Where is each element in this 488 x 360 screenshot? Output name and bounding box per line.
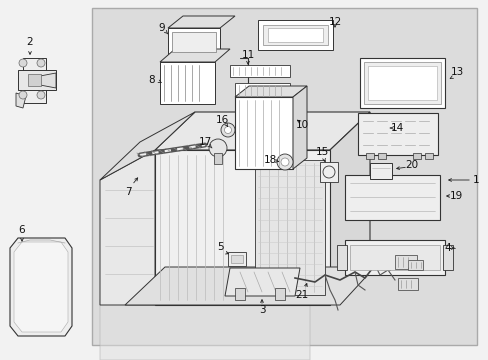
Polygon shape [100, 280, 309, 360]
Bar [442, 245, 452, 270]
Bar [394, 255, 416, 269]
Bar [92, 8, 476, 345]
Circle shape [19, 91, 27, 99]
Polygon shape [224, 268, 299, 296]
Text: 2: 2 [27, 37, 33, 47]
Text: 6: 6 [19, 225, 25, 235]
Bar [227, 252, 245, 266]
Text: 7: 7 [124, 187, 131, 197]
Polygon shape [172, 32, 216, 52]
Polygon shape [155, 112, 369, 150]
Text: 10: 10 [295, 120, 308, 130]
Text: 13: 13 [449, 67, 463, 77]
Circle shape [37, 91, 45, 99]
Polygon shape [18, 70, 56, 90]
Text: 19: 19 [448, 191, 462, 201]
Polygon shape [14, 242, 68, 332]
Polygon shape [229, 65, 289, 77]
Polygon shape [160, 49, 229, 62]
Bar [235, 288, 244, 300]
Text: 14: 14 [389, 123, 403, 133]
Polygon shape [23, 58, 46, 103]
Polygon shape [235, 86, 306, 97]
Bar [412, 153, 420, 159]
Text: 16: 16 [215, 115, 228, 125]
Polygon shape [359, 58, 444, 108]
Text: 12: 12 [328, 17, 341, 27]
Polygon shape [16, 93, 26, 108]
Text: 5: 5 [216, 242, 223, 252]
Polygon shape [263, 25, 327, 45]
Text: 15: 15 [315, 147, 328, 157]
Text: 1: 1 [472, 175, 478, 185]
Polygon shape [345, 175, 439, 220]
Text: 21: 21 [295, 290, 308, 300]
Bar [160, 62, 215, 104]
Bar [254, 160, 325, 295]
Polygon shape [214, 153, 222, 164]
Circle shape [208, 139, 226, 157]
Polygon shape [267, 28, 323, 42]
Text: 18: 18 [263, 155, 276, 165]
Text: 4: 4 [444, 243, 450, 253]
Bar [274, 288, 285, 300]
Bar [345, 240, 444, 275]
Polygon shape [100, 112, 195, 180]
Polygon shape [40, 73, 56, 88]
Bar [407, 260, 422, 270]
Text: 9: 9 [159, 23, 165, 33]
Circle shape [19, 59, 27, 67]
Polygon shape [10, 238, 72, 336]
Polygon shape [125, 267, 374, 305]
Polygon shape [369, 163, 391, 179]
Text: 20: 20 [405, 160, 418, 170]
Bar [349, 245, 439, 270]
Circle shape [37, 59, 45, 67]
Text: 3: 3 [258, 305, 265, 315]
Polygon shape [168, 16, 235, 28]
Polygon shape [258, 20, 332, 50]
Polygon shape [363, 62, 440, 104]
Polygon shape [235, 83, 289, 98]
Bar [336, 245, 346, 270]
Bar [230, 255, 243, 263]
Bar [397, 278, 417, 290]
Bar [235, 97, 292, 169]
Circle shape [276, 154, 292, 170]
Polygon shape [357, 113, 437, 155]
Bar [424, 153, 432, 159]
Text: 11: 11 [241, 50, 254, 60]
Bar [365, 153, 373, 159]
Text: 17: 17 [198, 137, 211, 147]
Polygon shape [168, 28, 220, 56]
Bar [377, 153, 385, 159]
Circle shape [221, 123, 235, 137]
Polygon shape [319, 162, 337, 182]
Polygon shape [329, 112, 369, 305]
Polygon shape [100, 150, 155, 305]
Text: 8: 8 [148, 75, 155, 85]
Bar [155, 150, 329, 305]
Circle shape [224, 126, 231, 134]
Circle shape [281, 158, 288, 166]
Polygon shape [367, 66, 436, 100]
Bar [28, 74, 41, 86]
Polygon shape [292, 86, 306, 169]
